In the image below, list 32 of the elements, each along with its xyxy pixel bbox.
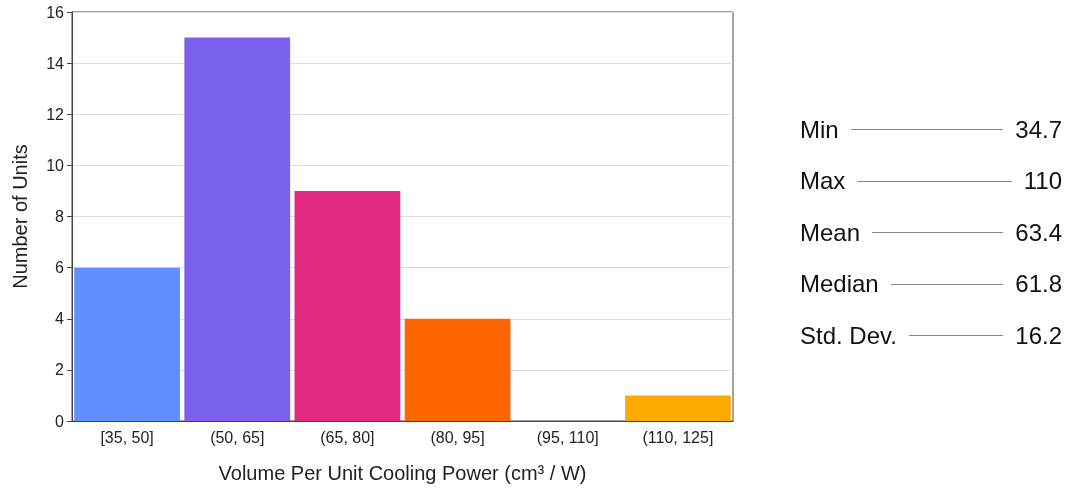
text: 110: [1023, 167, 1062, 196]
y-tick-label: 10: [46, 156, 65, 174]
text: Median: [800, 270, 879, 299]
y-tick-label: 0: [55, 412, 65, 430]
text: 34.7: [1015, 115, 1062, 144]
bar: [625, 395, 731, 421]
y-tick-label: 2: [55, 361, 65, 379]
x-tick-label: (65, 80]: [320, 428, 375, 446]
x-axis-title: Volume Per Unit Cooling Power (cm³ / W): [218, 462, 587, 484]
text: Mean: [800, 218, 861, 247]
y-axis-title: Number of Units: [9, 144, 31, 289]
y-tick-label: 6: [55, 259, 65, 277]
text: 63.4: [1015, 218, 1062, 247]
bar: [74, 267, 180, 421]
x-tick-label: [35, 50]: [100, 428, 154, 446]
y-tick-label: 16: [46, 3, 65, 21]
x-tick-label: (110, 125]: [642, 428, 714, 446]
y-tick-label: 8: [55, 208, 65, 225]
bar: [184, 37, 291, 421]
text: Std. Dev.: [800, 321, 897, 350]
y-tick-label: 14: [46, 54, 65, 72]
bar: [294, 190, 401, 421]
y-tick-label: 12: [46, 105, 65, 123]
x-tick-label: (50, 65]: [210, 428, 265, 446]
x-tick-label: (95, 110]: [536, 428, 599, 446]
x-tick-label: (80, 95]: [430, 428, 485, 446]
y-tick-label: 4: [55, 310, 65, 328]
text: Min: [800, 115, 839, 144]
bar: [404, 318, 511, 421]
text: 61.8: [1015, 270, 1062, 299]
text: 16.2: [1015, 321, 1062, 350]
text: Max: [800, 167, 846, 196]
